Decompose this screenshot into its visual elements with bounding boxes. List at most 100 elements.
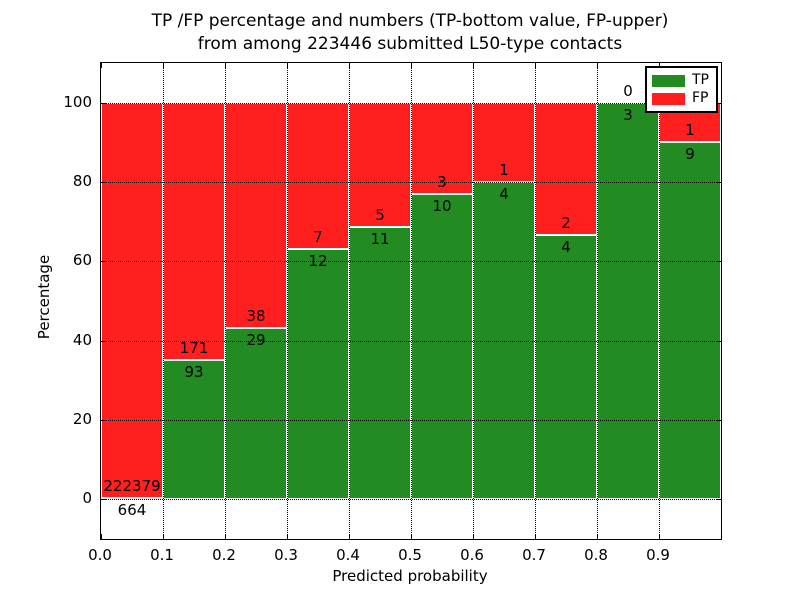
chart-title-line1: TP /FP percentage and numbers (TP-bottom… [151, 11, 669, 31]
x-tick-mark [287, 534, 288, 539]
bar-segment-tp [659, 142, 721, 500]
chart-title-line2: from among 223446 submitted L50-type con… [197, 34, 623, 54]
legend-label-fp: FP [692, 90, 709, 106]
y-tick-mark-right [716, 102, 721, 104]
tp-count-label: 29 [246, 330, 266, 349]
x-tick-label: 0.6 [460, 546, 484, 564]
tp-count-label: 12 [308, 251, 328, 270]
x-tick-mark [349, 534, 350, 539]
x-tick-mark-top [473, 63, 474, 68]
x-tick-label: 0.8 [584, 546, 608, 564]
legend-label-tp: TP [692, 72, 709, 88]
tp-count-label: 93 [184, 362, 204, 381]
fp-count-label: 3 [437, 173, 447, 192]
vertical-gridline [597, 63, 598, 539]
fp-count-label: 38 [246, 306, 266, 325]
tp-color-swatch [652, 74, 685, 87]
x-tick-mark [225, 534, 226, 539]
x-tick-mark-top [163, 63, 164, 68]
bar-segment-fp [101, 102, 163, 499]
bar-segment-fp [473, 102, 535, 182]
x-tick-label: 0.3 [274, 546, 298, 564]
fp-count-label: 222379 [103, 477, 161, 496]
fp-count-label: 5 [375, 205, 385, 224]
vertical-gridline [535, 63, 536, 539]
plot-area: 222379 664 171 93 38 29 7 12 5 11 3 10 1 4 2 4 0 3 1 9 [100, 62, 722, 540]
tp-count-label: 3 [623, 105, 633, 124]
x-tick-mark [659, 534, 660, 539]
x-tick-mark [163, 534, 164, 539]
tp-count-label: 11 [370, 229, 390, 248]
bar-segment-tp [411, 194, 473, 500]
y-tick-mark-right [716, 261, 721, 263]
x-tick-mark-top [101, 63, 102, 68]
x-tick-label: 0.5 [398, 546, 422, 564]
y-tick-mark [101, 182, 106, 183]
x-tick-label: 0.7 [522, 546, 546, 564]
vertical-gridline [163, 63, 164, 539]
y-tick-mark-right [716, 420, 721, 421]
bar-segment-fp [225, 102, 287, 328]
vertical-gridline [287, 63, 288, 539]
fp-count-label: 171 [179, 338, 209, 357]
x-tick-mark [101, 534, 102, 539]
x-tick-label: 0.4 [336, 546, 360, 564]
fp-count-label: 2 [561, 213, 571, 232]
fp-count-label: 1 [499, 161, 509, 179]
bar-segment-tp [535, 234, 597, 500]
tp-count-label: 4 [561, 237, 571, 256]
y-tick-mark [101, 420, 106, 421]
x-tick-mark-top [287, 63, 288, 68]
x-tick-mark-top [349, 63, 350, 68]
tp-count-label: 664 [117, 501, 147, 520]
x-tick-mark-top [225, 63, 226, 68]
bar-segment-tp [163, 359, 225, 500]
bar-segment-tp [597, 102, 659, 500]
tp-count-label: 10 [432, 197, 452, 216]
y-tick-label: 80 [72, 172, 92, 190]
x-tick-label: 0.9 [646, 546, 670, 564]
y-tick-mark-right [716, 182, 721, 183]
x-tick-mark-top [411, 63, 412, 68]
y-tick-mark [101, 340, 106, 342]
y-tick-mark-right [716, 340, 721, 342]
x-tick-label: 0.2 [212, 546, 236, 564]
y-tick-label: 40 [72, 330, 92, 349]
bar-segment-tp [349, 226, 411, 500]
x-tick-mark-top [597, 63, 598, 68]
legend: TP FP [645, 66, 718, 113]
bar-segment-fp [411, 102, 473, 195]
x-tick-mark [535, 534, 536, 539]
y-tick-label: 100 [63, 92, 92, 111]
x-tick-mark-top [535, 63, 536, 68]
x-axis-label: Predicted probability [332, 567, 488, 585]
fp-color-swatch [652, 92, 685, 105]
tp-count-label: 4 [499, 185, 509, 203]
y-tick-label: 60 [72, 251, 92, 270]
x-tick-mark [473, 534, 474, 539]
vertical-gridline [473, 63, 474, 539]
y-tick-label: 0 [82, 489, 92, 508]
tp-count-label: 9 [685, 145, 695, 164]
fp-count-label: 0 [623, 81, 633, 100]
fp-count-label: 7 [313, 227, 323, 246]
vertical-gridline [349, 63, 350, 539]
fp-count-label: 1 [685, 121, 695, 140]
x-tick-mark [411, 534, 412, 539]
x-tick-mark-top [659, 63, 660, 68]
legend-entry-tp: TP [652, 73, 711, 88]
x-tick-mark [597, 534, 598, 539]
bar-segment-tp [225, 327, 287, 500]
vertical-gridline [225, 63, 226, 539]
y-tick-mark [101, 102, 106, 104]
y-tick-label: 20 [72, 410, 92, 428]
x-tick-label: 0.1 [150, 546, 174, 564]
y-tick-mark [101, 261, 106, 263]
y-tick-mark-right [716, 499, 721, 501]
bar-segment-fp [287, 102, 349, 249]
vertical-gridline [659, 63, 660, 539]
vertical-gridline [411, 63, 412, 539]
x-tick-label: 0.0 [88, 546, 112, 564]
legend-entry-fp: FP [652, 91, 711, 106]
